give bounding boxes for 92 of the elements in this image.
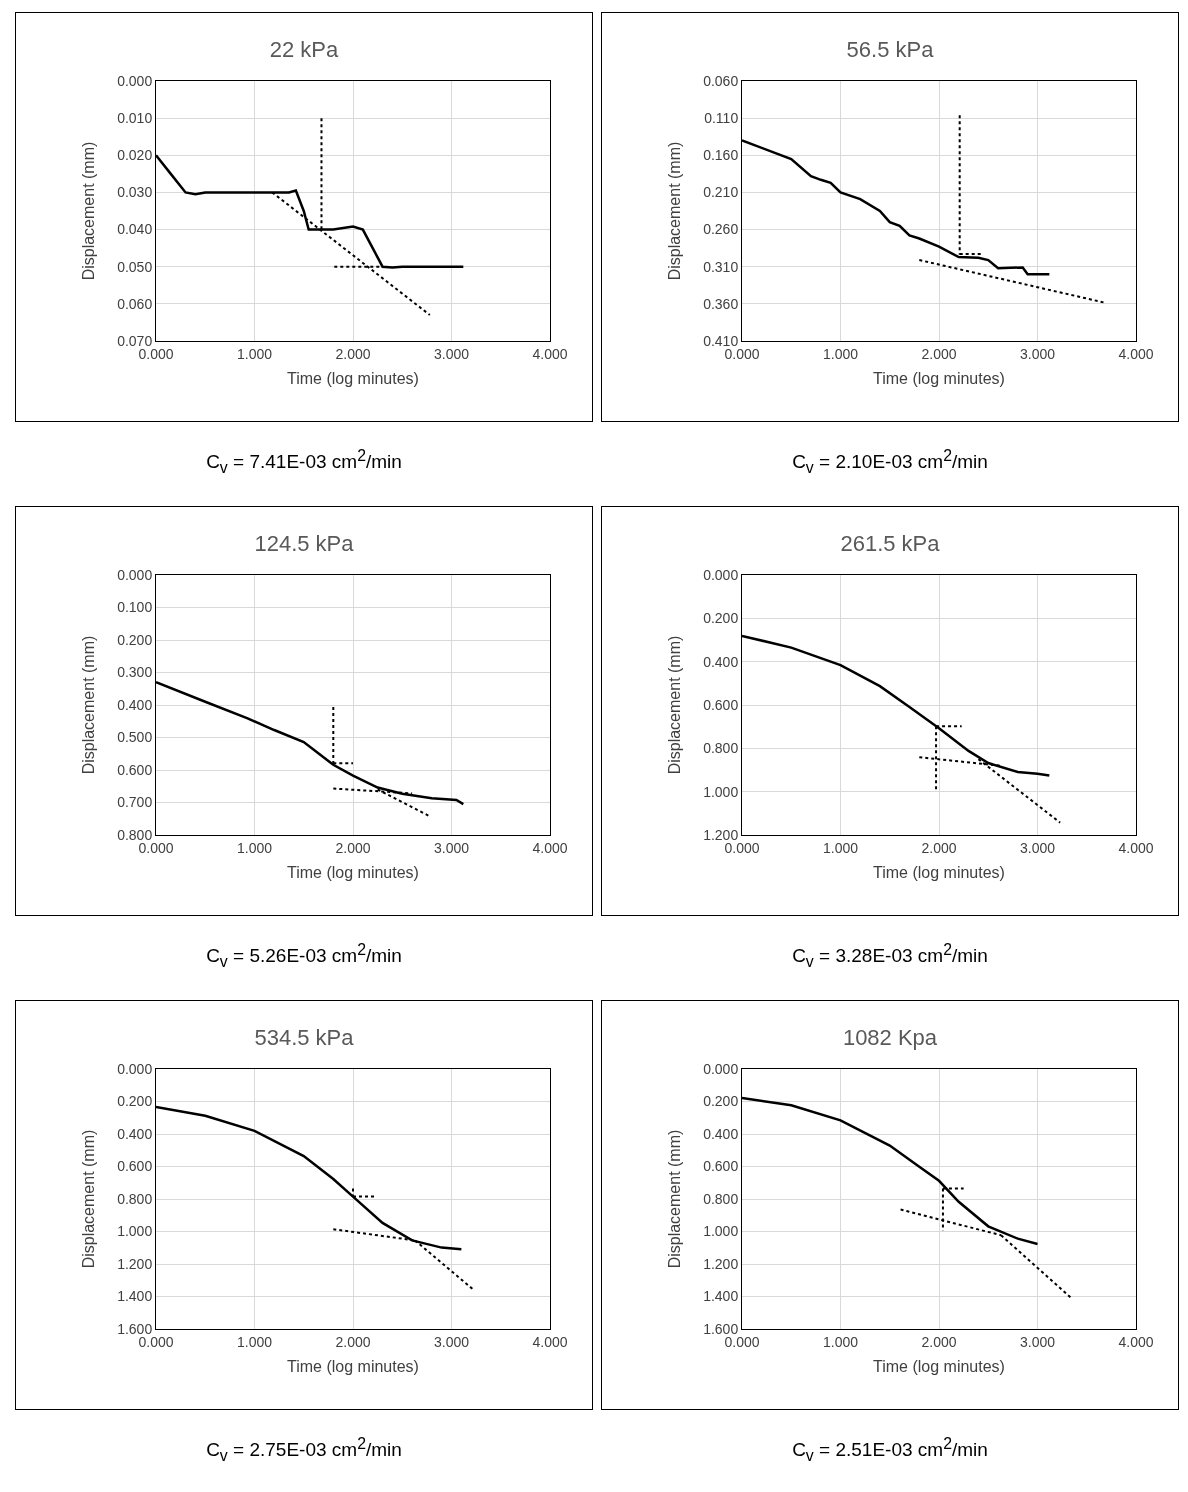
- chart-title: 534.5 kPa: [254, 1024, 355, 1050]
- y-tick-label: 1.400: [117, 1288, 153, 1305]
- y-tick-label: 0.600: [117, 761, 153, 778]
- y-tick-label: 0.010: [117, 110, 153, 127]
- x-tick-label: 4.000: [532, 839, 568, 856]
- x-tick-label: 2.000: [335, 1333, 371, 1350]
- y-tick-label: 0.000: [117, 1060, 153, 1077]
- y-tick-label: 0.210: [703, 184, 739, 201]
- x-tick-label: 3.000: [433, 345, 470, 362]
- y-axis-title: Displacement (mm): [666, 1129, 684, 1269]
- x-axis-title: Time (log minutes): [873, 1358, 1005, 1376]
- y-axis-title: Displacement (mm): [666, 141, 684, 281]
- y-tick-label: 0.000: [703, 1060, 739, 1077]
- y-tick-label: 0.310: [703, 258, 739, 275]
- x-axis-title: Time (log minutes): [287, 864, 419, 882]
- text: C$_{v}$ = 2.75E-03 cm$^{2}$/min: [205, 1434, 403, 1467]
- y-tick-label: 0.020: [117, 147, 153, 164]
- x-axis-title: Time (log minutes): [873, 864, 1005, 882]
- x-tick-label: 2.000: [921, 345, 957, 362]
- y-tick-label: 0.200: [703, 1093, 739, 1110]
- x-tick-label: 3.000: [433, 1333, 470, 1350]
- text: C$_{v}$ = 2.10E-03 cm$^{2}$/min: [791, 446, 989, 479]
- x-tick-label: 1.000: [236, 1333, 273, 1350]
- y-tick-label: 0.800: [117, 1190, 153, 1207]
- y-tick-label: 0.200: [117, 1093, 153, 1110]
- x-tick-label: 1.000: [822, 345, 859, 362]
- y-tick-label: 0.600: [117, 1158, 153, 1175]
- y-tick-label: 1.200: [117, 1255, 153, 1272]
- y-tick-label: 0.060: [703, 72, 739, 89]
- x-tick-label: 1.000: [822, 1333, 859, 1350]
- text: C$_{v}$ = 7.41E-03 cm$^{2}$/min: [205, 446, 403, 479]
- y-tick-label: 0.300: [117, 664, 153, 681]
- y-tick-label: 1.400: [703, 1288, 739, 1305]
- chart-title: 56.5 kPa: [846, 36, 935, 62]
- x-tick-label: 2.000: [335, 345, 371, 362]
- y-tick-label: 0.360: [703, 295, 739, 312]
- y-tick-label: 0.000: [117, 72, 153, 89]
- x-tick-label: 3.000: [1019, 1333, 1056, 1350]
- y-tick-label: 0.100: [117, 599, 153, 616]
- y-tick-label: 0.600: [703, 696, 739, 713]
- y-tick-label: 0.260: [703, 221, 739, 238]
- y-tick-label: 0.060: [117, 295, 153, 312]
- x-tick-label: 1.000: [822, 839, 859, 856]
- x-axis-title: Time (log minutes): [873, 370, 1005, 388]
- x-tick-label: 4.000: [532, 345, 568, 362]
- y-tick-label: 0.400: [117, 696, 153, 713]
- x-tick-label: 1.000: [236, 839, 273, 856]
- y-tick-label: 0.700: [117, 794, 153, 811]
- y-tick-label: 0.050: [117, 258, 153, 275]
- x-tick-label: 4.000: [1118, 1333, 1154, 1350]
- y-tick-label: 1.000: [703, 1223, 739, 1240]
- x-tick-label: 2.000: [921, 839, 957, 856]
- y-tick-label: 0.110: [704, 110, 739, 127]
- x-axis-title: Time (log minutes): [287, 370, 419, 388]
- x-axis-title: Time (log minutes): [287, 1358, 419, 1376]
- y-tick-label: 0.400: [703, 653, 739, 670]
- x-tick-label: 4.000: [532, 1333, 568, 1350]
- x-tick-label: 2.000: [921, 1333, 957, 1350]
- text: C$_{v}$ = 5.26E-03 cm$^{2}$/min: [205, 940, 403, 973]
- text: C$_{v}$ = 2.51E-03 cm$^{2}$/min: [791, 1434, 989, 1467]
- y-tick-label: 0.040: [117, 221, 153, 238]
- x-tick-label: 3.000: [1019, 839, 1056, 856]
- y-tick-label: 1.000: [117, 1223, 153, 1240]
- y-tick-label: 0.800: [703, 740, 739, 757]
- x-tick-label: 4.000: [1118, 839, 1154, 856]
- y-tick-label: 0.030: [117, 184, 153, 201]
- y-tick-label: 0.200: [703, 610, 739, 627]
- y-tick-label: 0.160: [703, 147, 739, 164]
- x-tick-label: 1.000: [236, 345, 273, 362]
- chart-title: 261.5 kPa: [840, 530, 941, 556]
- text: C$_{v}$ = 3.28E-03 cm$^{2}$/min: [791, 940, 989, 973]
- y-axis-title: Displacement (mm): [80, 635, 98, 775]
- x-tick-label: 3.000: [433, 839, 470, 856]
- y-tick-label: 0.000: [703, 566, 739, 583]
- y-tick-label: 0.800: [703, 1190, 739, 1207]
- y-tick-label: 0.600: [703, 1158, 739, 1175]
- y-tick-label: 0.400: [703, 1125, 739, 1142]
- y-tick-label: 0.000: [117, 566, 153, 583]
- y-tick-label: 1.000: [703, 783, 739, 800]
- y-axis-title: Displacement (mm): [80, 1129, 98, 1269]
- x-tick-label: 2.000: [335, 839, 371, 856]
- y-tick-label: 0.400: [117, 1125, 153, 1142]
- chart-title: 22 kPa: [269, 36, 340, 62]
- y-axis-title: Displacement (mm): [666, 635, 684, 775]
- x-tick-label: 4.000: [1118, 345, 1154, 362]
- chart-title: 1082 Kpa: [842, 1024, 938, 1050]
- chart-title: 124.5 kPa: [254, 530, 355, 556]
- y-tick-label: 0.200: [117, 631, 153, 648]
- y-tick-label: 1.200: [703, 1255, 739, 1272]
- y-axis-title: Displacement (mm): [80, 141, 98, 281]
- x-tick-label: 3.000: [1019, 345, 1056, 362]
- y-tick-label: 0.500: [117, 729, 153, 746]
